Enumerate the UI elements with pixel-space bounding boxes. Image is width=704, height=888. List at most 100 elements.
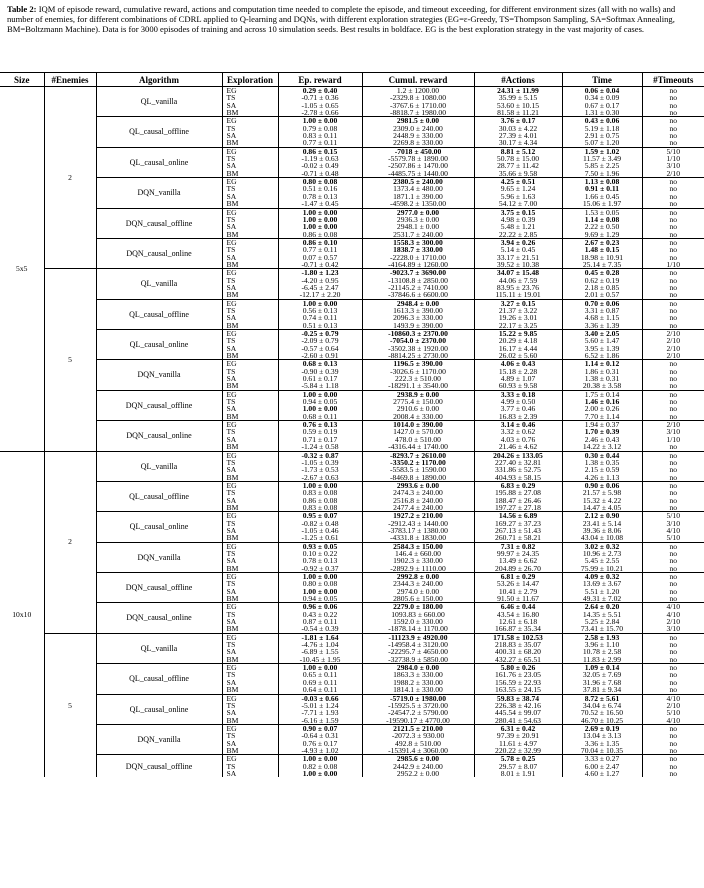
cumul-reward-cell: -11123.9 ± 4920.00 xyxy=(362,632,475,642)
exploration-cell: BM xyxy=(222,412,279,421)
table-row: 5 QL_vanilla EG -1.81 ± 1.64 -11123.9 ± 4920… xyxy=(0,632,704,778)
cumul-reward-cell: 1927.2 ± 210.00 xyxy=(362,511,475,520)
cumul-reward-cell: 2910.6 ± 0.00 xyxy=(362,405,475,413)
ep-reward-cell: 0.77 ± 0.11 xyxy=(278,246,363,254)
timeouts-cell: 4/10 xyxy=(642,602,704,611)
actions-cell: 44.06 ± 7.59 xyxy=(474,276,563,284)
actions-cell: 3.94 ± 0.26 xyxy=(474,237,563,247)
table-row: TS 0.82 ± 0.08 2442.9 ± 240.00 29.57 ± 8.07… xyxy=(0,762,704,770)
table-row: QL_causal_offline EG 1.00 ± 0.00 2981.5 ± 0… xyxy=(0,116,704,148)
exploration-cell: TS xyxy=(222,671,279,679)
ep-reward-cell: -0.03 ± 0.66 xyxy=(278,693,363,702)
table-row: SA -1.05 ± 0.46 -3783.17 ± 1380.00 267.13 ±… xyxy=(0,526,704,535)
timeouts-cell: no xyxy=(669,671,678,679)
actions-cell: 30.03 ± 4.22 xyxy=(474,124,563,133)
timeouts-cell: no xyxy=(669,739,678,747)
timeouts-cell: 4/10 xyxy=(666,716,680,725)
time-cell: 5.07 ± 1.20 xyxy=(562,139,643,148)
actions-cell: 6.83 ± 0.29 xyxy=(474,480,563,490)
time-cell: 0.62 ± 0.19 xyxy=(562,276,643,284)
actions-cell: 204.89 ± 26.70 xyxy=(474,564,563,573)
actions-cell: 163.55 ± 24.15 xyxy=(474,686,563,694)
cumul-reward-cell: -5579.78 ± 1890.00 xyxy=(362,155,475,163)
ep-reward-cell: 0.51 ± 0.16 xyxy=(278,185,363,193)
cumul-reward-cell: -8814.25 ± 2730.00 xyxy=(362,352,475,360)
timeouts-cell: no xyxy=(669,101,678,110)
actions-cell: 60.93 ± 9.58 xyxy=(474,382,563,391)
table-row: SA 0.61 ± 0.17 222.3 ± 510.00 4.89 ± 1.07 1.… xyxy=(0,375,704,383)
exploration-cell: SA xyxy=(222,557,279,565)
ep-reward-cell: -1.80 ± 1.23 xyxy=(278,268,363,277)
timeouts-cell: no xyxy=(669,496,678,504)
algorithm-cell: DQN_causal_offline xyxy=(96,207,223,239)
actions-cell: 195.88 ± 27.08 xyxy=(474,489,563,497)
actions-cell: 4.99 ± 0.50 xyxy=(474,398,563,406)
exploration-cell: BM xyxy=(222,382,279,391)
exploration-cell: EG xyxy=(222,298,279,307)
algorithm-cell: DQN_causal_offline xyxy=(96,389,223,421)
actions-cell: 21.37 ± 3.22 xyxy=(474,306,563,315)
exploration-cell: EG xyxy=(222,237,279,247)
ep-reward-cell: -1.47 ± 0.45 xyxy=(278,200,363,208)
actions-cell: 22.22 ± 2.85 xyxy=(474,230,563,239)
table-row: BM -2.60 ± 0.91 -8814.25 ± 2730.00 26.02 ± … xyxy=(0,352,704,360)
exploration-cell: SA xyxy=(222,223,279,231)
ep-reward-cell: 0.69 ± 0.11 xyxy=(278,678,363,687)
exploration-cell: SA xyxy=(222,405,279,413)
cumul-reward-cell: 146.4 ± 660.00 xyxy=(362,549,475,558)
exploration-cell: EG xyxy=(222,541,279,550)
algorithm-cell: DQN_causal_offline xyxy=(96,754,223,778)
timeouts-cell: 5/10 xyxy=(642,146,704,156)
actions-cell: 83.95 ± 23.76 xyxy=(474,283,563,292)
ep-reward-cell: 0.90 ± 0.07 xyxy=(278,723,363,733)
time-cell: 0.06 ± 0.04 xyxy=(562,86,643,95)
cumul-reward-cell: -7018 ± 450.00 xyxy=(362,146,475,156)
time-cell: 2.22 ± 0.50 xyxy=(562,223,643,231)
timeouts-cell: no xyxy=(642,359,704,368)
table-row: BM -0.71 ± 0.48 -4485.75 ± 1440.00 35.66 ± … xyxy=(0,169,704,178)
table-row: TS -4.20 ± 0.95 -13108.8 ± 2850.00 44.06 ± … xyxy=(0,276,704,284)
time-cell: 18.98 ± 10.91 xyxy=(562,253,643,261)
table-row: BM 0.94 ± 0.05 2805.6 ± 150.00 91.50 ± 11.6… xyxy=(0,595,704,603)
actions-cell: 53.26 ± 14.47 xyxy=(474,580,563,588)
ep-reward-cell: -0.71 ± 0.42 xyxy=(278,260,363,269)
ep-reward-cell: -1.24 ± 0.58 xyxy=(278,443,363,451)
exploration-cell: EG xyxy=(222,723,279,733)
cumul-reward-cell: 1373.4 ± 480.00 xyxy=(362,185,475,193)
time-cell: 2.46 ± 0.43 xyxy=(562,435,643,444)
cumul-reward-cell: -4598.2 ± 1350.00 xyxy=(362,200,475,208)
exploration-cell: EG xyxy=(222,268,279,277)
time-cell: 1.59 ± 1.02 xyxy=(562,146,643,156)
cumul-reward-cell: 1592.0 ± 330.00 xyxy=(362,618,475,626)
ep-reward-cell: 0.10 ± 0.22 xyxy=(278,549,363,558)
table-row: QL_causal_offline EG 1.00 ± 0.00 2948.4 ± 0… xyxy=(0,298,704,330)
exploration-cell: EG xyxy=(222,86,279,95)
table-row: BM 0.64 ± 0.11 1814.1 ± 330.00 163.55 ± 24.… xyxy=(0,686,704,694)
actions-cell: 188.47 ± 26.46 xyxy=(474,496,563,504)
ep-reward-cell: 0.94 ± 0.05 xyxy=(278,595,363,603)
cumul-reward-cell: -3767.6 ± 1710.00 xyxy=(362,101,475,110)
table-row: TS 0.43 ± 0.22 1093.83 ± 660.00 43.54 ± 16.… xyxy=(0,610,704,619)
ep-reward-cell: 0.86 ± 0.08 xyxy=(278,496,363,504)
timeouts-cell: no xyxy=(642,754,704,763)
time-cell: 20.38 ± 3.58 xyxy=(562,382,643,391)
table-row: SA -1.05 ± 0.65 -3767.6 ± 1710.00 53.60 ± 1… xyxy=(0,101,704,110)
algorithm-cell: DQN_vanilla xyxy=(96,177,223,208)
table-row: SA 1.00 ± 0.00 2948.1 ± 0.00 5.48 ± 1.21 2.2… xyxy=(0,223,704,231)
actions-cell: 260.71 ± 58.21 xyxy=(474,534,563,543)
ep-reward-cell: 0.68 ± 0.13 xyxy=(278,359,363,368)
time-cell: 6.52 ± 1.86 xyxy=(562,352,643,360)
size-cell: 10x10 xyxy=(0,450,45,778)
algorithm-cell: QL_vanilla xyxy=(96,268,223,300)
table-row: TS -4.76 ± 1.04 -14958.4 ± 3120.00 218.83 ±… xyxy=(0,641,704,649)
actions-cell: 197.27 ± 27.18 xyxy=(474,503,563,512)
timeouts-cell: 4/10 xyxy=(666,526,680,535)
ep-reward-cell: 0.76 ± 0.17 xyxy=(278,739,363,747)
table-row: TS -2.09 ± 0.79 -7054.0 ± 2370.00 20.29 ± 4… xyxy=(0,337,704,345)
cumul-reward-cell: -14958.4 ± 3120.00 xyxy=(362,641,475,649)
time-cell: 0.91 ± 0.11 xyxy=(562,185,643,193)
timeouts-cell: no xyxy=(669,185,678,193)
table-row: DQN_vanilla EG 0.93 ± 0.05 2584.3 ± 150.00 7… xyxy=(0,541,704,573)
timeouts-cell: no xyxy=(669,580,678,588)
